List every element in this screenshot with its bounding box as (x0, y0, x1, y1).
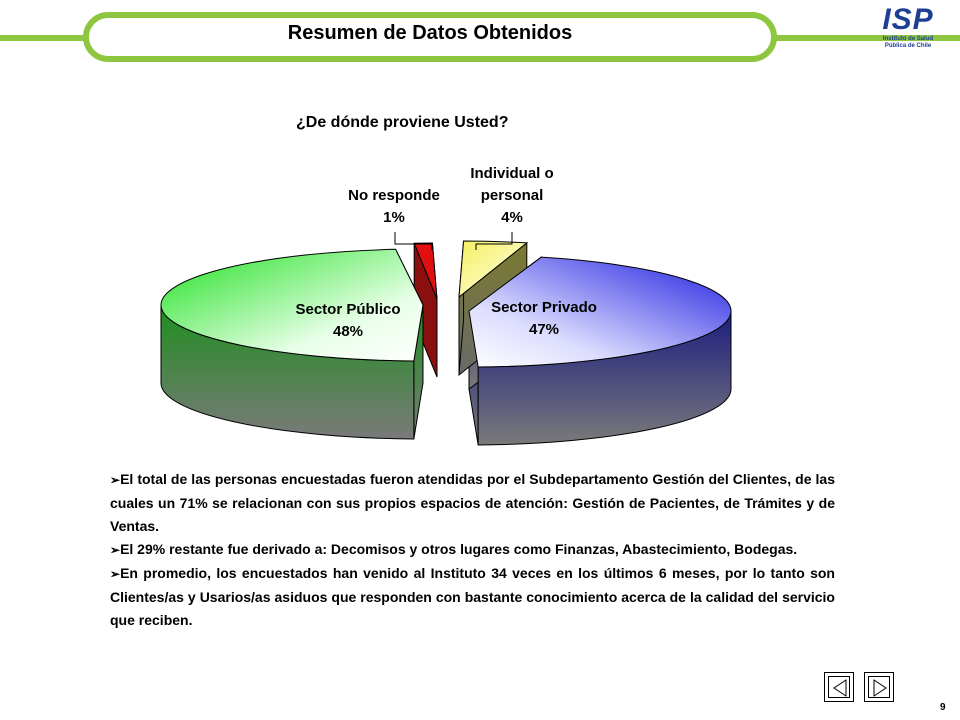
pie-chart: Sector Público 48% No responde 1% Indivi… (160, 165, 732, 446)
page-title: Resumen de Datos Obtenidos (287, 22, 573, 44)
arrow-bullet-icon: ➢ (110, 567, 121, 581)
bullet-text: El total de las personas encuestadas fue… (110, 471, 835, 534)
triangle-left-icon (833, 679, 847, 697)
pie-leaders (394, 232, 513, 250)
bullet-item: ➢El total de las personas encuestadas fu… (110, 468, 835, 538)
bullet-text: En promedio, los encuestados han venido … (110, 565, 835, 628)
slice-top-no-responde (413, 242, 438, 300)
slice-value-sector-publico: 48% (333, 323, 363, 340)
slice-label-no-responde: No responde (348, 187, 440, 204)
bullet-item: ➢El 29% restante fue derivado a: Decomis… (110, 538, 835, 562)
logo-mark: ISP (882, 3, 934, 36)
chart-title: ¿De dónde proviene Usted? (296, 114, 509, 131)
logo-subtitle-2: Pública de Chile (884, 43, 932, 49)
previous-button-frame (828, 676, 850, 698)
page-number: 9 (940, 702, 946, 713)
isp-logo: ISP Instituto de Salud Pública de Chile (868, 4, 948, 64)
slice-label-individual-line1: Individual o (470, 165, 553, 182)
leader-line-individual (475, 232, 513, 250)
previous-slide-button[interactable] (824, 672, 854, 702)
next-button-frame (868, 676, 890, 698)
arrow-bullet-icon: ➢ (110, 473, 121, 487)
logo-subtitle-1: Instituto de Salud (882, 36, 934, 42)
bullet-text: El 29% restante fue derivado a: Decomiso… (120, 541, 798, 557)
bullet-item: ➢En promedio, los encuestados han venido… (110, 562, 835, 632)
leader-line-no-responde (394, 232, 433, 250)
slice-value-individual: 4% (501, 209, 523, 226)
pie-labels: Sector Público 48% No responde 1% Indivi… (295, 165, 596, 340)
arrow-bullet-icon: ➢ (110, 543, 121, 557)
slice-label-sector-publico: Sector Público (295, 301, 400, 318)
next-slide-button[interactable] (864, 672, 894, 702)
slice-value-no-responde: 1% (383, 209, 405, 226)
title-banner (0, 12, 960, 62)
slice-label-sector-privado: Sector Privado (491, 299, 597, 316)
triangle-right-icon (873, 679, 887, 697)
slice-top-individual (458, 240, 529, 299)
summary-bullets: ➢El total de las personas encuestadas fu… (110, 468, 835, 632)
slice-label-individual-line2: personal (481, 187, 544, 204)
pie-tops (160, 240, 732, 368)
slice-value-sector-privado: 47% (529, 321, 559, 338)
slice-top-sector-privado (468, 256, 732, 368)
slice-top-sector-publico (160, 248, 424, 362)
